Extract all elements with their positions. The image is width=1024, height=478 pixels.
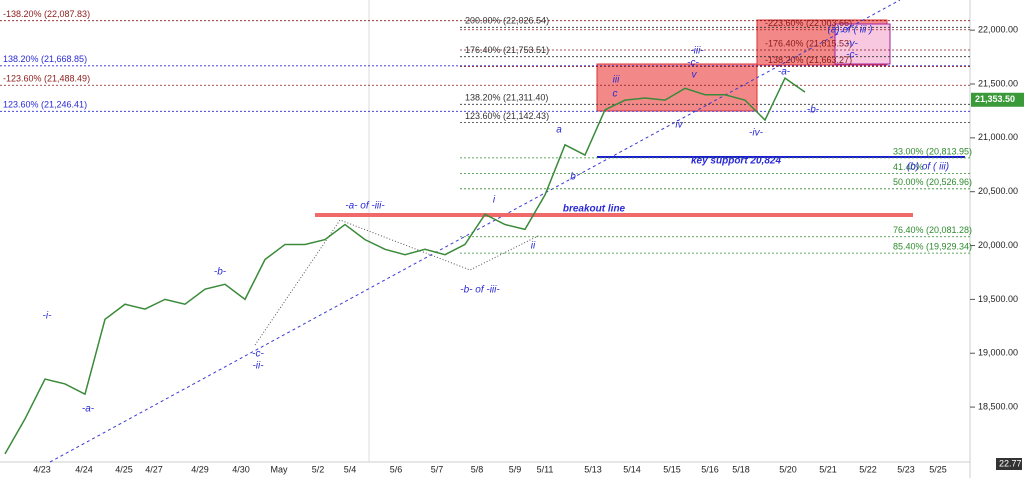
wave-label: -c- [687, 58, 699, 69]
wave-label: b [570, 172, 576, 183]
wave-label: breakout line [563, 204, 626, 215]
x-tick-label: 5/21 [819, 464, 837, 474]
wave-label: key support 20,824 [691, 156, 781, 167]
last-price-tag [971, 92, 1024, 107]
wave-label: -iv- [749, 128, 764, 139]
wave-label: -iii- [690, 46, 704, 57]
target-box [596, 63, 758, 112]
wave-label: (b) of ( iii) [907, 162, 949, 173]
x-tick-label: 4/29 [191, 464, 209, 474]
wave-label: -b- [807, 105, 820, 116]
wave-label: v [692, 70, 698, 81]
wave-label: (a) of ( iii ) [828, 25, 873, 36]
wave-label: -c- [846, 50, 858, 61]
x-tick-label: 4/27 [145, 464, 163, 474]
fib-level-label: 176.40% (21,753.51) [465, 45, 549, 55]
y-tick-label: 21,000.00 [978, 132, 1018, 142]
fib-level-label: 85.40% (19,929.34) [893, 242, 972, 252]
wave-connector [254, 219, 541, 346]
fib-level-label: 33.00% (20,813.95) [893, 146, 972, 156]
x-tick-label: 5/13 [584, 464, 602, 474]
x-tick-label: 5/11 [537, 464, 554, 474]
wave-label: -b- [214, 267, 227, 278]
y-tick-label: 22,000.00 [978, 25, 1018, 35]
x-tick-label: May [270, 464, 288, 474]
label-box [834, 23, 891, 65]
wave-label: -a- [82, 404, 95, 415]
x-tick-label: 5/14 [623, 464, 641, 474]
fib-level-label: -223.60% (22,003.66) [765, 18, 852, 28]
fib-level-label: 41.40% [893, 162, 924, 172]
wave-label: -a- of -iii- [345, 201, 385, 212]
fib-level-label: 76.40% (20,081.28) [893, 225, 972, 235]
fib-level-label: -176.40% (21,815.53) [765, 38, 852, 48]
corner-value: 22.77 [999, 458, 1022, 468]
wave-label: c [613, 89, 618, 100]
wave-label: -i- [43, 311, 53, 322]
wave-label: -v- [846, 39, 858, 50]
wave-label: -b- of -iii- [460, 285, 500, 296]
fib-level-label: 123.60% (21,142.43) [465, 111, 549, 121]
x-tick-label: 5/4 [344, 464, 357, 474]
x-tick-label: 4/25 [115, 464, 133, 474]
x-tick-label: 5/20 [779, 464, 797, 474]
wave-label: iii [613, 75, 620, 86]
wave-label: a [556, 125, 562, 136]
fib-level-label: -123.60% (21,488.49) [3, 74, 90, 84]
x-tick-label: 5/18 [732, 464, 750, 474]
x-tick-label: 4/24 [75, 464, 93, 474]
y-tick-label: 21,500.00 [978, 78, 1018, 88]
y-tick-label: 20,000.00 [978, 240, 1018, 250]
x-tick-label: 5/15 [663, 464, 681, 474]
y-tick-label: 19,500.00 [978, 294, 1018, 304]
x-tick-label: 5/2 [312, 464, 325, 474]
y-tick-label: 19,000.00 [978, 348, 1018, 358]
fib-level-label: 138.20% (21,668.85) [3, 54, 87, 64]
fib-level-label: 50.00% (20,526.96) [893, 177, 972, 187]
wave-label: iv [675, 120, 683, 131]
wave-label: ii [531, 241, 536, 252]
x-tick-label: 5/9 [509, 464, 522, 474]
x-tick-label: 5/7 [431, 464, 444, 474]
x-tick-label: 5/16 [701, 464, 719, 474]
price-line [4, 76, 806, 455]
y-tick-label: 18,500.00 [978, 401, 1018, 411]
x-tick-label: 5/23 [897, 464, 915, 474]
y-tick-label: 20,500.00 [978, 186, 1018, 196]
x-tick-label: 5/22 [859, 464, 877, 474]
fib-level-label: -138.20% (21,663.27) [765, 55, 852, 65]
fib-level-label: 138.20% (21,311.40) [465, 93, 548, 103]
fib-level-label: 200.00% (22,026.54) [465, 16, 549, 26]
wave-label: -ii- [252, 361, 264, 372]
x-tick-label: 5/6 [390, 464, 403, 474]
wave-label: -a- [778, 67, 791, 78]
fib-level-label: -138.20% (22,087.83) [3, 9, 90, 19]
trend-line [49, 0, 901, 463]
x-tick-label: 4/23 [33, 464, 51, 474]
wave-label: i [493, 195, 496, 206]
corner-box [996, 458, 1022, 470]
last-price-label: 21,353.50 [975, 94, 1015, 104]
x-tick-label: 4/30 [232, 464, 250, 474]
x-tick-label: 5/25 [929, 464, 947, 474]
wave-label: -c- [252, 349, 264, 360]
fib-level-label: 123.60% (21,246.41) [3, 100, 87, 110]
x-tick-label: 5/8 [471, 464, 484, 474]
